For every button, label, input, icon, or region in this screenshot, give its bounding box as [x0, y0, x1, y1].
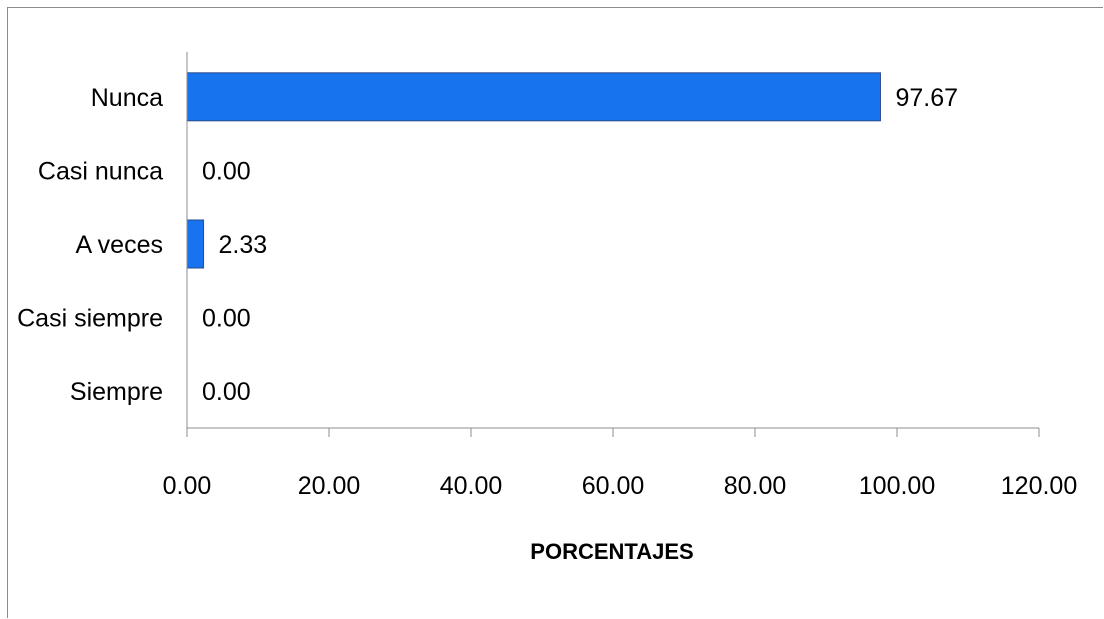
axes-group	[186, 52, 1040, 437]
value-label-3: 0.00	[202, 305, 251, 333]
x-tick-label-0: 0.00	[163, 472, 212, 500]
x-tick-label-6: 120.00	[1001, 472, 1077, 500]
value-label-1: 0.00	[202, 157, 251, 185]
x-tick-label-4: 80.00	[724, 472, 787, 500]
category-label-0: Nunca	[91, 84, 163, 112]
x-axis-title: PORCENTAJES	[530, 539, 693, 564]
category-label-4: Siempre	[70, 378, 163, 406]
x-tick-label-5: 100.00	[859, 472, 935, 500]
category-label-3: Casi siempre	[17, 305, 163, 333]
category-label-2: A veces	[75, 231, 163, 259]
x-tick-label-2: 40.00	[440, 472, 503, 500]
tick-labels-group: 0.00 20.00 40.00 60.00 80.00 100.00 120.00	[163, 472, 1078, 500]
value-labels-group: 97.67 0.00 2.33 0.00 0.00	[202, 84, 958, 406]
value-label-0: 97.67	[895, 84, 958, 112]
category-labels-group: Nunca Casi nunca A veces Casi siempre Siempr…	[17, 84, 163, 406]
x-tick-label-1: 20.00	[298, 472, 361, 500]
category-label-1: Casi nunca	[38, 157, 163, 185]
value-label-2: 2.33	[219, 231, 268, 259]
bar-2	[186, 219, 205, 269]
bar-0	[186, 72, 881, 122]
x-tick-label-3: 60.00	[582, 472, 645, 500]
bars-group	[186, 72, 881, 269]
value-label-4: 0.00	[202, 378, 251, 406]
